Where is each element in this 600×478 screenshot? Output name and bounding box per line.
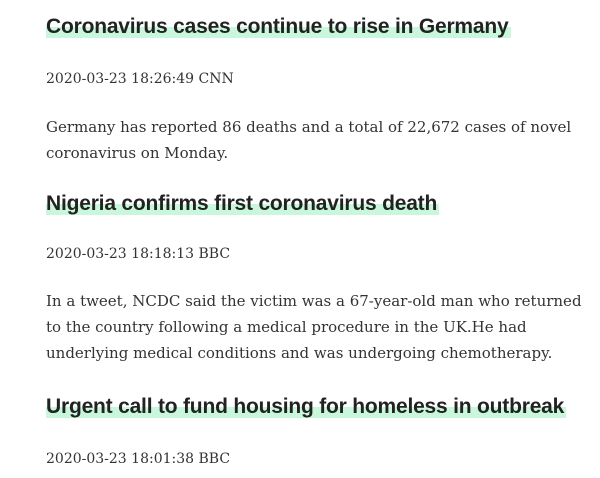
article-summary: Germany has reported 86 deaths and a tot… xyxy=(46,118,572,162)
article-headline-link[interactable]: Urgent call to fund housing for homeless… xyxy=(46,395,567,418)
article-meta: 2020-03-23 18:26:49 CNN xyxy=(46,71,234,87)
article-headline-wrap: Nigeria confirms first coronavirus death xyxy=(46,189,440,221)
article-meta: 2020-03-23 18:01:38 BBC xyxy=(46,451,231,467)
article-summary: In a tweet, NCDC said the victim was a 6… xyxy=(46,292,582,362)
article-headline-wrap: Urgent call to fund housing for homeless… xyxy=(46,392,567,424)
article-meta: 2020-03-23 18:18:13 BBC xyxy=(46,246,231,262)
article-headline-wrap: Coronavirus cases continue to rise in Ge… xyxy=(46,12,511,44)
article-headline-link[interactable]: Nigeria confirms first coronavirus death xyxy=(46,192,440,215)
article-headline-link[interactable]: Coronavirus cases continue to rise in Ge… xyxy=(46,15,511,38)
